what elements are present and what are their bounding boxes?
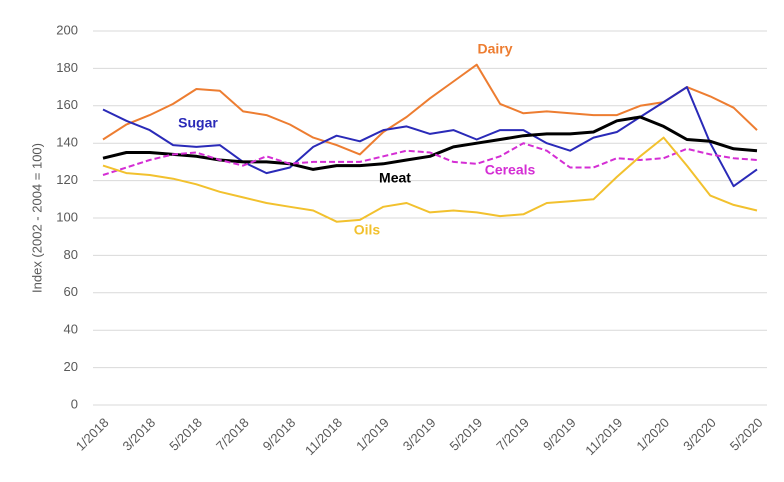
y-tick-label: 20 (64, 359, 78, 374)
x-tick-label: 11/2019 (582, 415, 625, 458)
x-tick-label: 5/2020 (727, 415, 766, 454)
series-line (102, 136, 758, 223)
series-line (102, 86, 758, 188)
x-tick-label: 7/2019 (493, 415, 532, 454)
x-tick-label: 9/2019 (540, 415, 579, 454)
x-tick-label: 5/2019 (447, 415, 486, 454)
x-tick-label: 3/2019 (400, 415, 439, 454)
series-line (102, 142, 758, 176)
x-tick-label: 3/2020 (680, 415, 719, 454)
x-tick-label: 11/2018 (302, 415, 345, 458)
y-tick-label: 80 (64, 247, 78, 262)
series-label: Oils (354, 222, 381, 238)
series-label: Sugar (178, 115, 218, 131)
y-tick-label: 160 (56, 97, 78, 112)
y-tick-label: 120 (56, 172, 78, 187)
series-label: Meat (379, 170, 411, 186)
y-tick-label: 0 (71, 396, 78, 411)
y-tick-label: 200 (56, 22, 78, 37)
series-line (102, 115, 758, 171)
y-tick-label: 140 (56, 135, 78, 150)
y-tick-label: 100 (56, 209, 78, 224)
x-tick-label: 7/2018 (213, 415, 252, 454)
y-tick-label: 60 (64, 284, 78, 299)
series-label: Dairy (477, 41, 512, 57)
y-tick-label: 180 (56, 60, 78, 75)
x-tick-label: 1/2020 (633, 415, 672, 454)
x-tick-label: 9/2018 (260, 415, 299, 454)
y-tick-label: 40 (64, 322, 78, 337)
x-tick-label: 1/2019 (353, 415, 392, 454)
series-line (102, 63, 758, 156)
series-label: Cereals (485, 162, 536, 178)
x-tick-label: 1/2018 (73, 415, 112, 454)
x-tick-label: 5/2018 (166, 415, 205, 454)
x-tick-label: 3/2018 (120, 415, 159, 454)
y-axis-label: Index (2002 - 2004 = 100) (29, 143, 44, 293)
